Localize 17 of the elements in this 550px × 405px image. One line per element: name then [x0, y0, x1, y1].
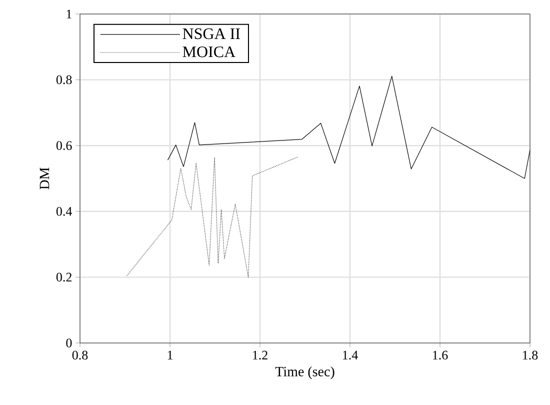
x-axis-title: Time (sec) [275, 366, 334, 380]
y-tick-label: 0.4 [56, 206, 72, 216]
y-tick-label: 1 [66, 10, 72, 18]
x-tick-label: 1.8 [523, 350, 538, 360]
x-tick-label: 0.8 [72, 350, 88, 360]
y-axis-title: DM [40, 168, 50, 190]
x-tick-label: 1.6 [433, 350, 448, 360]
y-tick-label: 0.6 [56, 141, 72, 150]
x-tick-label: 1.4 [343, 350, 358, 360]
x-tick-label: 1.2 [253, 350, 268, 360]
y-tick-label: 0 [66, 338, 72, 348]
y-tick-label: 0.2 [56, 272, 72, 282]
line-series [126, 156, 299, 278]
x-tick-label: 1 [168, 350, 172, 360]
y-tick-label: 0.8 [56, 75, 72, 84]
legend-label: NSGA II [182, 28, 240, 40]
legend-label: MOICA [182, 46, 236, 58]
